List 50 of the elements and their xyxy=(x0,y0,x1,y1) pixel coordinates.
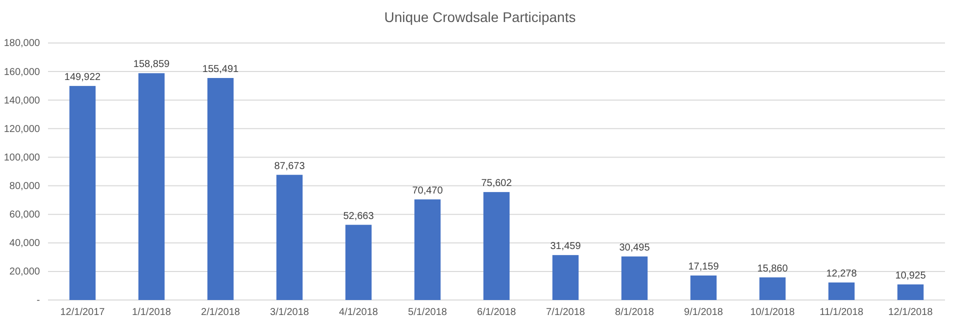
x-tick-label: 4/1/2018 xyxy=(339,307,378,318)
bar xyxy=(207,78,234,300)
x-tick-label: 7/1/2018 xyxy=(546,307,586,318)
x-tick-label: 8/1/2018 xyxy=(615,307,654,318)
x-tick-label: 12/1/2018 xyxy=(888,307,934,318)
x-tick-label: 9/1/2018 xyxy=(684,307,724,318)
data-label: 30,495 xyxy=(619,242,650,254)
bar xyxy=(621,256,648,300)
data-label: 149,922 xyxy=(64,72,102,83)
y-tick-label: 140,000 xyxy=(4,95,40,106)
data-label: 70,470 xyxy=(412,185,444,196)
chart-title: Unique Crowdsale Participants xyxy=(384,9,576,25)
x-tick-label: 12/1/2017 xyxy=(60,307,106,318)
y-tick-label: 120,000 xyxy=(4,124,40,135)
bar xyxy=(897,284,924,300)
data-label: 155,491 xyxy=(202,64,240,75)
y-tick-label: 160,000 xyxy=(4,66,40,78)
bar xyxy=(138,73,165,300)
bar xyxy=(276,174,303,300)
data-label: 75,602 xyxy=(481,178,512,190)
data-label: 15,860 xyxy=(757,263,788,274)
bar xyxy=(759,277,786,300)
x-tick-label: 6/1/2018 xyxy=(477,307,516,318)
bar xyxy=(690,276,717,300)
x-tick-label: 1/1/2018 xyxy=(132,307,172,318)
x-tick-label: 10/1/2018 xyxy=(750,307,796,318)
data-label: 52,663 xyxy=(343,210,374,222)
y-tick-label: 180,000 xyxy=(4,38,40,50)
bar xyxy=(483,192,510,300)
bar xyxy=(345,224,372,300)
data-label: 31,459 xyxy=(550,241,582,252)
y-tick-label: 20,000 xyxy=(9,266,40,278)
data-label: 17,159 xyxy=(688,262,720,272)
y-tick-label: 80,000 xyxy=(9,180,40,192)
x-tick-label: 5/1/2018 xyxy=(408,307,448,318)
data-label: 87,673 xyxy=(274,160,306,172)
x-tick-label: 11/1/2018 xyxy=(820,307,864,318)
y-tick-label: 60,000 xyxy=(9,210,40,221)
bar xyxy=(828,282,855,300)
y-tick-label: 100,000 xyxy=(4,152,40,164)
y-tick-label: 40,000 xyxy=(9,238,40,250)
bar xyxy=(414,199,441,300)
data-label: 12,278 xyxy=(826,268,858,280)
x-tick-label: 2/1/2018 xyxy=(201,307,240,318)
x-tick-label: 3/1/2018 xyxy=(270,307,310,318)
y-tick-label: - xyxy=(36,295,40,306)
data-label: 10,925 xyxy=(895,270,926,282)
data-label: 158,859 xyxy=(133,59,170,70)
bar xyxy=(69,86,96,300)
bar xyxy=(552,255,579,300)
